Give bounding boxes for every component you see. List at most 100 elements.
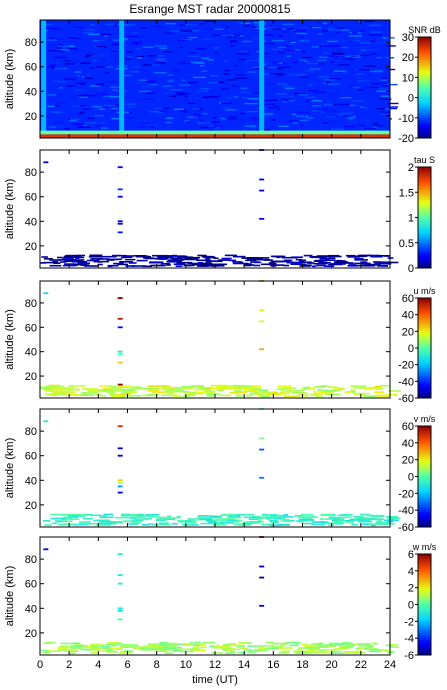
colorbar-segment — [418, 42, 431, 45]
heatmap-cell — [182, 111, 188, 113]
band-cell — [82, 517, 93, 520]
band-cell — [42, 651, 51, 654]
data-point — [117, 326, 123, 329]
colorbar-tick-label: 60 — [402, 293, 414, 305]
band-cell — [56, 256, 63, 259]
band-cell — [103, 513, 114, 516]
heatmap-cell — [282, 23, 294, 25]
heatmap-cell — [341, 92, 353, 95]
band-cell — [245, 259, 257, 262]
colorbar-segment — [418, 479, 431, 482]
colorbar-segment — [418, 308, 431, 311]
band-cell — [132, 515, 138, 518]
heatmap-cell — [229, 40, 237, 42]
band-cell — [96, 524, 111, 526]
heatmap-cell — [293, 70, 299, 72]
heatmap-cell — [337, 27, 345, 29]
heatmap-cell — [150, 126, 155, 128]
band-cell — [91, 652, 99, 654]
colorbar-segment — [418, 614, 431, 618]
colorbar-segment — [418, 315, 431, 319]
band-cell — [360, 519, 370, 521]
heatmap-cell — [213, 117, 217, 119]
heatmap-cell — [214, 125, 223, 127]
band-cell — [52, 392, 67, 394]
band-cell — [73, 523, 80, 526]
band-cell — [236, 386, 241, 389]
heatmap-cell — [146, 92, 156, 94]
band-cell — [65, 254, 80, 257]
heatmap-cell — [328, 83, 340, 85]
data-point — [117, 383, 123, 386]
colorbar-segment — [418, 247, 431, 251]
heatmap-cell — [318, 43, 329, 45]
band-cell — [161, 519, 167, 521]
band-cell — [272, 255, 283, 258]
x-tick-label: 4 — [95, 659, 101, 671]
band-cell — [110, 388, 122, 391]
heatmap-cell — [127, 35, 139, 38]
colorbar-segment — [418, 84, 431, 88]
band-cell — [256, 517, 265, 520]
heatmap-cell — [376, 42, 387, 44]
heatmap-cell — [263, 62, 272, 64]
heatmap-cell — [146, 81, 157, 83]
band-cell — [67, 515, 83, 517]
heatmap-cell — [338, 103, 350, 106]
band-cell — [326, 390, 338, 392]
heatmap-cell — [386, 36, 390, 39]
band-cell — [225, 652, 236, 654]
colorbar-segment — [418, 441, 431, 444]
heatmap-cell — [179, 46, 184, 48]
band-cell — [227, 643, 237, 645]
heatmap-cell — [173, 69, 181, 71]
colorbar-segment — [418, 612, 431, 615]
band-cell — [240, 648, 248, 650]
data-point — [117, 220, 123, 223]
band-cell — [170, 257, 183, 259]
heatmap-cell — [77, 125, 83, 128]
heatmap-cell — [176, 39, 187, 42]
band-cell — [121, 256, 126, 259]
band-cell — [63, 260, 76, 263]
band-cell — [239, 261, 244, 264]
colorbar-segment — [418, 564, 431, 567]
colorbar-segment — [418, 235, 431, 238]
heatmap-ground-band — [40, 130, 390, 135]
heatmap-cell — [253, 37, 263, 39]
band-cell — [233, 523, 246, 525]
colorbar-segment — [418, 607, 431, 610]
band-cell — [103, 522, 117, 525]
heatmap-cell — [92, 105, 102, 108]
colorbar-segment — [418, 489, 431, 492]
heatmap-cell — [59, 50, 67, 53]
band-cell — [210, 384, 225, 387]
heatmap-cell — [268, 107, 274, 109]
heatmap-cell — [129, 62, 136, 65]
band-cell — [41, 649, 47, 652]
heatmap-cell — [74, 37, 81, 40]
heatmap-cell — [191, 60, 200, 62]
x-tick-label: 24 — [384, 659, 396, 671]
y-tick-label: 80 — [25, 298, 37, 310]
heatmap-cell — [233, 118, 244, 121]
heatmap-cell — [196, 48, 206, 50]
heatmap-cell — [84, 74, 94, 76]
band-cell — [388, 518, 395, 521]
band-cell — [276, 388, 286, 390]
band-cell — [111, 386, 123, 389]
heatmap-cell — [319, 45, 323, 47]
heatmap-cell — [90, 30, 98, 32]
band-cell — [253, 392, 261, 395]
band-cell — [249, 516, 265, 518]
heatmap-cell — [329, 34, 336, 37]
band-cell — [173, 395, 182, 397]
colorbar-segment — [418, 383, 431, 386]
heatmap-cell — [220, 100, 230, 103]
heatmap-cell — [88, 33, 101, 35]
colorbar-segment — [418, 511, 431, 515]
colorbar-segment — [418, 100, 431, 103]
heatmap-cell — [212, 34, 223, 37]
band-cell — [146, 394, 159, 396]
band-cell — [171, 258, 184, 260]
